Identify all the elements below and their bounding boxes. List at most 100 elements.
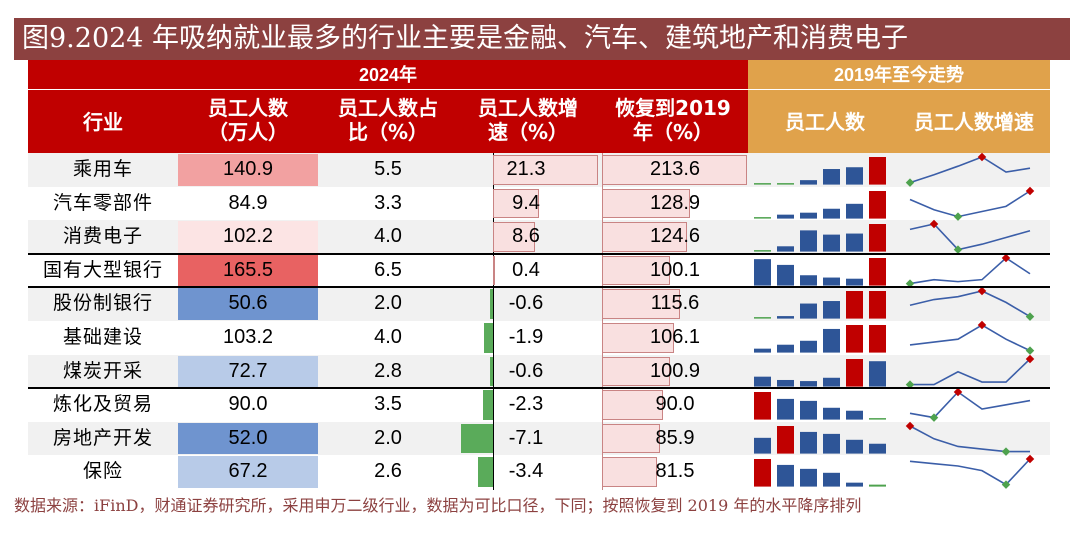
sparkbar-mark — [754, 317, 771, 319]
sparkbar-mark — [869, 291, 886, 319]
sparkbar-mark — [823, 277, 840, 286]
sparkbar-mark — [777, 264, 794, 286]
recovery-bar — [602, 356, 671, 387]
sparkline-max-marker — [1025, 186, 1035, 195]
sparkline-path — [910, 358, 1031, 385]
sparkbar-mark — [869, 325, 886, 353]
group-separator — [28, 387, 1050, 390]
sparkbar-mark — [869, 443, 886, 454]
header-2024-label: 2024年 — [358, 65, 418, 85]
share-cell: 4.0 — [374, 326, 402, 348]
employees-sparkbar — [754, 157, 886, 185]
header-recovery-line1: 恢复到2019 — [615, 96, 731, 120]
sparkbar-mark — [846, 167, 863, 185]
header-growth-line1: 员工人数增 — [478, 96, 578, 120]
sparkbar-mark — [777, 316, 794, 319]
sparkbar-mark — [846, 291, 863, 319]
source-note: 数据来源：iFinD，财通证券研究所，采用申万二级行业，数据为可比口径，下同；按… — [14, 496, 862, 515]
sparkbar-mark — [777, 183, 794, 185]
sparkbar-mark — [823, 169, 840, 185]
growth-bar — [493, 188, 540, 219]
share-cell: 4.0 — [374, 225, 402, 248]
growth-value: -3.4 — [508, 460, 544, 483]
sparkbar-mark — [777, 344, 794, 353]
sparkbar-mark — [800, 431, 817, 454]
sparkbar-mark — [754, 250, 771, 252]
employees-cell: 84.9 — [178, 187, 318, 220]
recovery-bar — [602, 323, 675, 353]
sparkbar-mark — [800, 401, 817, 420]
recovery-value: 213.6 — [649, 158, 701, 180]
industry-label: 基础建设 — [62, 326, 143, 348]
recovery-bar — [602, 222, 687, 252]
header-employees: 员工人数 （万人） — [178, 96, 318, 144]
growth-value: -2.3 — [508, 393, 544, 416]
growth-bar — [461, 423, 493, 454]
industry-label: 炼化及贸易 — [52, 393, 153, 416]
sparkbar-mark — [777, 425, 794, 454]
recovery-bar — [602, 423, 661, 454]
share-cell: 3.5 — [374, 393, 402, 416]
header-divider — [28, 89, 1050, 90]
sparkline-path — [909, 290, 1031, 318]
sparkbar-mark — [823, 234, 840, 252]
growth-value: -0.6 — [508, 292, 544, 315]
sparkbar-mark — [846, 325, 863, 353]
growth-value: -0.6 — [508, 359, 544, 382]
sparkbar-mark — [823, 433, 840, 454]
industry-label: 消费电子 — [62, 225, 143, 248]
growth-bar — [482, 390, 493, 420]
sparkbar-mark — [846, 439, 863, 454]
sparkline-path — [909, 256, 1031, 285]
employees-sparkbar — [754, 257, 886, 286]
recovery-value: 85.9 — [655, 426, 695, 449]
sparkbar-mark — [846, 483, 863, 487]
recovery-value: 106.1 — [649, 326, 701, 348]
sparkline-min-marker — [905, 178, 915, 187]
employees-sparkbar — [754, 358, 886, 387]
growth-bar — [484, 323, 493, 353]
growth-sparkline — [909, 320, 1035, 355]
recovery-value: 100.1 — [649, 258, 701, 281]
share-cell: 6.5 — [374, 258, 402, 281]
recovery-value: 100.9 — [649, 359, 701, 382]
employees-sparkbar — [754, 392, 886, 420]
header-employees-line2: （万人） — [208, 120, 288, 144]
growth-sparkline — [909, 287, 1035, 322]
sparkbar-mark — [754, 437, 771, 454]
sparkline-path — [909, 324, 1031, 352]
sparkbar-mark — [846, 278, 863, 286]
sparkbar-mark — [800, 212, 817, 219]
growth-bar — [493, 222, 536, 252]
sparkbar-mark — [869, 485, 886, 487]
growth-sparkline — [909, 387, 1031, 423]
sparkbar-mark — [823, 377, 840, 387]
growth-bar — [493, 255, 495, 286]
sparkbar-mark — [777, 465, 794, 487]
employees-cell: 50.6 — [178, 288, 318, 320]
growth-value: -1.9 — [508, 326, 544, 348]
industry-label: 乘用车 — [72, 158, 133, 180]
employees-cell: 103.2 — [178, 322, 318, 354]
sparkbar-mark — [823, 473, 840, 487]
recovery-value: 124.6 — [649, 225, 701, 248]
sparkbar-mark — [846, 358, 863, 387]
sparkbar-mark — [846, 203, 863, 219]
header-trend-group — [748, 60, 1050, 153]
header-growth: 员工人数增 速（%） — [458, 96, 598, 144]
sparkline-min-marker — [1025, 346, 1035, 355]
employees-sparkbar — [754, 224, 886, 252]
sparkline-path — [909, 458, 1031, 487]
header-industry: 行业 — [83, 110, 123, 134]
header-share-line1: 员工人数占 — [338, 96, 438, 120]
industry-label: 保险 — [82, 460, 123, 483]
share-cell: 3.3 — [374, 191, 402, 214]
header-trend-employees: 员工人数 — [785, 110, 865, 134]
header-recovery-line2: 年（%） — [632, 120, 714, 144]
sparkline-min-marker — [953, 211, 963, 221]
employees-sparkbar — [754, 325, 886, 353]
share-cell: 5.5 — [374, 158, 402, 180]
industry-label: 房地产开发 — [52, 426, 153, 449]
sparkbar-mark — [754, 376, 771, 387]
growth-value: 0.4 — [512, 258, 540, 281]
